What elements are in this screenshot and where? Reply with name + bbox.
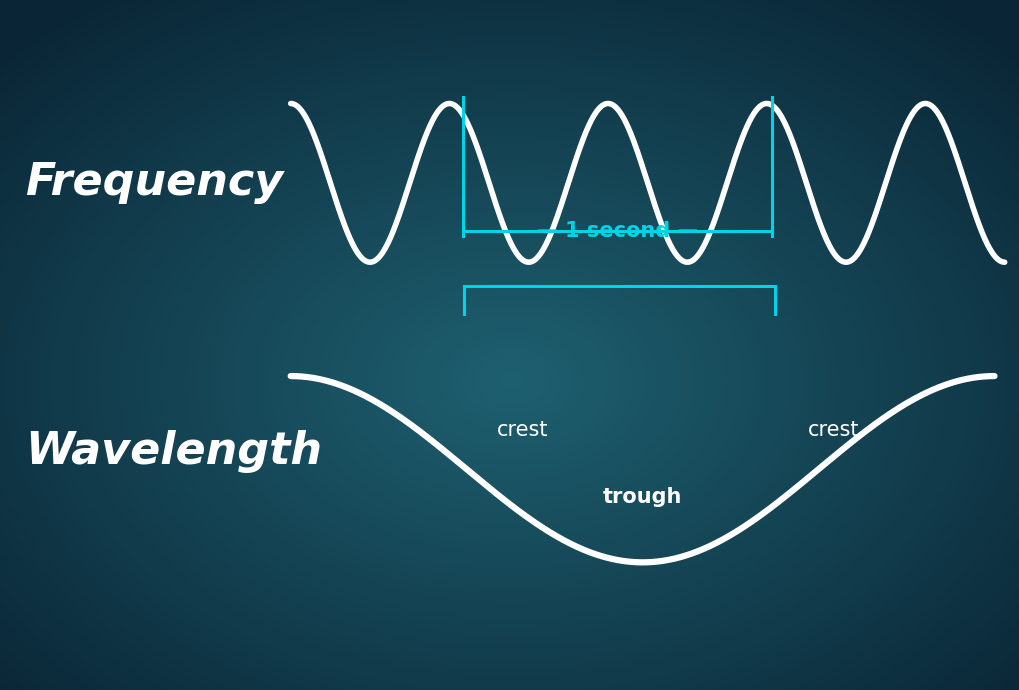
Text: Frequency: Frequency [25, 161, 283, 204]
Text: crest: crest [808, 420, 859, 440]
Text: — 1 second —: — 1 second — [536, 221, 698, 241]
Text: crest: crest [497, 420, 548, 440]
Text: trough: trough [602, 487, 682, 507]
Text: Wavelength: Wavelength [25, 431, 322, 473]
